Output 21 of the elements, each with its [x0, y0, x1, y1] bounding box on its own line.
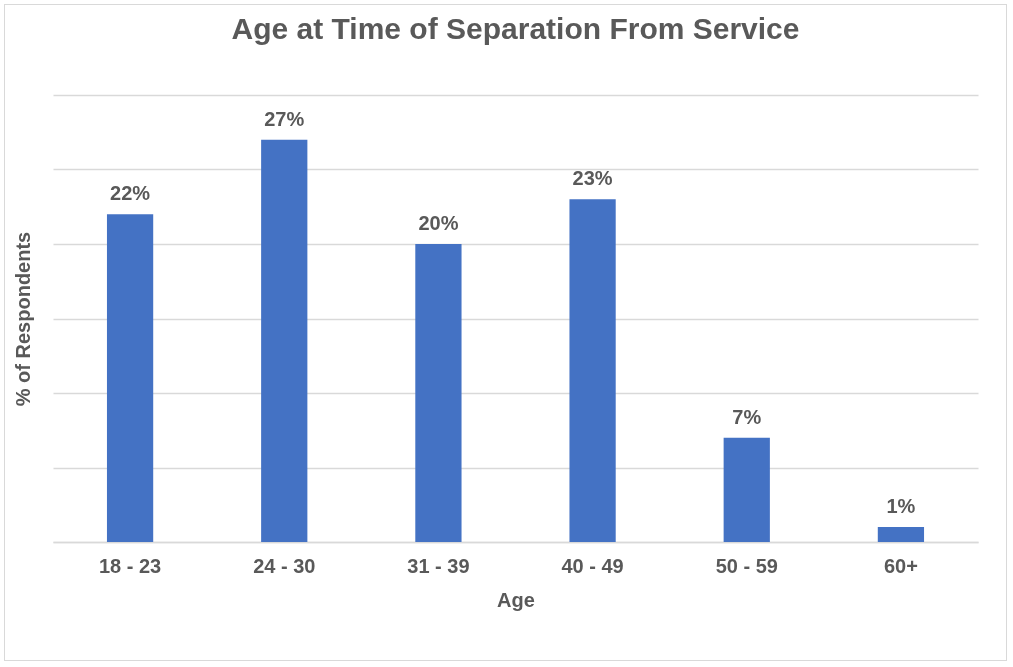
bar: [723, 437, 770, 542]
x-tick-label: 18 - 23: [98, 554, 162, 577]
data-label: 27%: [264, 107, 305, 130]
x-tick-label: 60+: [883, 554, 918, 577]
bar: [261, 139, 308, 542]
x-tick-label: 24 - 30: [253, 554, 316, 577]
x-tick-label: 31 - 39: [407, 554, 470, 577]
data-label: 1%: [886, 495, 916, 518]
x-tick-label: 40 - 49: [561, 554, 624, 577]
bar: [415, 244, 462, 542]
data-label: 22%: [110, 182, 151, 205]
data-label: 7%: [732, 405, 762, 428]
x-axis-title: Age: [497, 588, 535, 611]
bar: [106, 214, 154, 542]
y-axis-title: % of Respondents: [11, 231, 34, 407]
bar: [569, 199, 616, 542]
bar: [877, 527, 925, 542]
chart-title: Age at Time of Separation From Service: [231, 12, 800, 45]
data-label: 23%: [572, 167, 613, 190]
data-label: 20%: [418, 212, 459, 234]
x-tick-label: 50 - 59: [715, 554, 778, 577]
